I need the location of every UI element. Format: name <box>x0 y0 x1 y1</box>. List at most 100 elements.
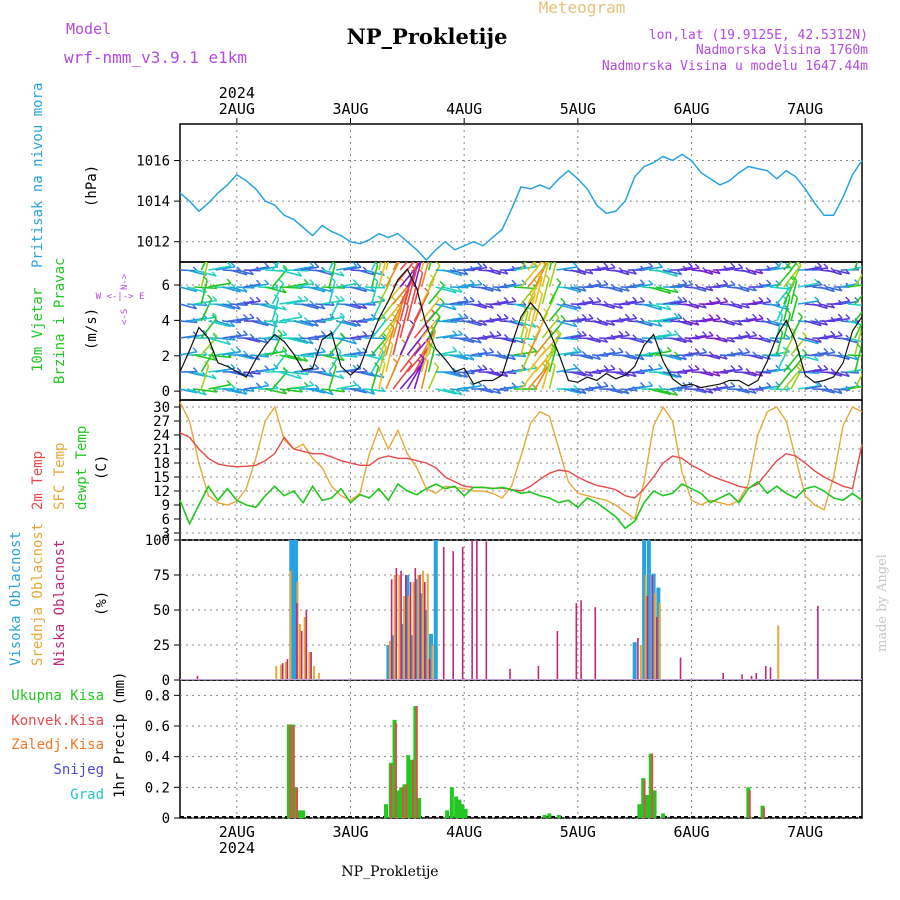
wind-arrow <box>449 317 469 322</box>
wind-arrow <box>599 368 616 373</box>
wind-arrow <box>826 317 843 322</box>
wind-arrow <box>691 388 707 394</box>
wind-arrow <box>570 334 587 339</box>
wind-arrow-head <box>737 364 743 370</box>
total-precip-bar <box>406 755 411 818</box>
top-day-label: 2AUG <box>219 100 255 118</box>
wind-arrow <box>506 354 527 358</box>
wind-arrow <box>719 284 736 288</box>
wind-arrow <box>194 316 217 322</box>
wind-arrow <box>250 320 269 327</box>
wind-arrow <box>314 371 334 378</box>
low-cloud-bar <box>537 666 540 680</box>
wind-arrow <box>606 334 624 339</box>
wind-arrow <box>300 303 319 310</box>
wind-arrow <box>449 371 468 378</box>
wind-arrow-head <box>395 320 401 326</box>
wind-arrow-head <box>618 330 624 336</box>
wind-arrow <box>641 266 663 271</box>
wind-arrow <box>804 337 822 344</box>
wind-arrow <box>854 347 862 373</box>
wind-arrow <box>471 368 488 373</box>
low-cloud-bar <box>575 603 578 680</box>
wind-arrow <box>378 280 392 305</box>
wind-arrow <box>577 371 593 378</box>
total-precip-bar <box>644 795 649 818</box>
wind-arrow-head <box>648 279 654 285</box>
wind-arrow-head <box>865 364 869 368</box>
total-precip-bar <box>417 798 422 818</box>
wind-arrow-head <box>870 344 874 348</box>
total-precip-bar <box>637 804 642 818</box>
wind-arrow-head <box>309 300 315 306</box>
wind-arrow <box>208 282 232 288</box>
wind-arrow <box>548 262 553 271</box>
wind-arrow-head <box>274 294 279 300</box>
wind-arrow <box>755 300 771 305</box>
wind-arrow <box>378 262 387 288</box>
wind-arrow-head <box>435 312 441 318</box>
wind-arrow <box>790 264 802 288</box>
total-precip-bar <box>556 814 561 818</box>
wind-arrow-head <box>309 279 315 285</box>
wind-arrow <box>265 350 287 356</box>
wind-arrow <box>300 337 320 341</box>
wind-arrow <box>620 388 637 392</box>
wind-arrow <box>215 337 236 341</box>
wind-arrow <box>200 263 209 288</box>
wind-arrow-head <box>282 389 288 395</box>
wind-arrow <box>442 388 463 396</box>
wind-arrows <box>180 262 879 397</box>
wind-arrow-head <box>352 279 358 285</box>
total-precip-bar <box>454 796 459 818</box>
wind-arrow <box>833 317 850 322</box>
wind-arrow-head <box>457 330 463 336</box>
wind-arrow-head <box>309 364 315 370</box>
total-precip-bar <box>746 787 751 818</box>
wind-arrow <box>222 303 241 310</box>
high-cloud-bar <box>424 610 429 680</box>
wind-arrow-head <box>297 271 303 277</box>
wind-arrow-head <box>554 330 560 336</box>
wind-arrow-head <box>639 296 645 302</box>
wind-arrow <box>371 281 379 305</box>
wind-arrow <box>307 303 326 310</box>
wind-arrow <box>620 300 637 305</box>
wind-arrow-head <box>230 283 236 289</box>
y-tick-label: 1012 <box>136 235 170 251</box>
wind-arrow <box>762 368 780 373</box>
wind-arrow <box>229 317 248 322</box>
wind-arrow-head <box>457 390 463 396</box>
wind-arrow <box>321 316 345 322</box>
bottom-day-label: 4AUG <box>446 823 482 841</box>
wind-arrow <box>527 329 542 356</box>
wind-arrow-head <box>463 270 469 276</box>
low-cloud-bar <box>390 579 393 680</box>
wind-arrow <box>861 387 862 389</box>
wind-arrow-head <box>320 304 326 310</box>
wind-arrow-head <box>202 275 208 281</box>
cloud-low-label: Niska Oblacnost <box>52 540 68 666</box>
wind-arrow <box>371 299 383 322</box>
high-cloud-bar <box>386 645 391 680</box>
wind-arrow <box>371 262 377 271</box>
wind-arrow-head <box>666 329 672 335</box>
wind-arrow <box>399 305 410 339</box>
wind-arrow-head <box>865 280 869 284</box>
wind-arrow <box>662 354 682 361</box>
mid-cloud-bar <box>639 645 642 680</box>
wind-arrow-head <box>373 276 379 282</box>
wind-arrow <box>420 262 425 271</box>
wind-arrow <box>826 371 843 377</box>
mid-cloud-bar <box>298 624 301 680</box>
wind-arrow <box>563 388 582 395</box>
y-tick-label: 9 <box>162 498 170 514</box>
wind-arrow <box>286 269 309 272</box>
wind-arrow <box>435 388 457 395</box>
wind-arrow-head <box>610 384 616 390</box>
wind-arrow-head <box>801 348 807 354</box>
wind-arrow <box>861 302 862 304</box>
wind-arrow-head <box>875 263 879 267</box>
wind-arrow <box>194 388 217 393</box>
mid-cloud-bar <box>658 603 661 680</box>
